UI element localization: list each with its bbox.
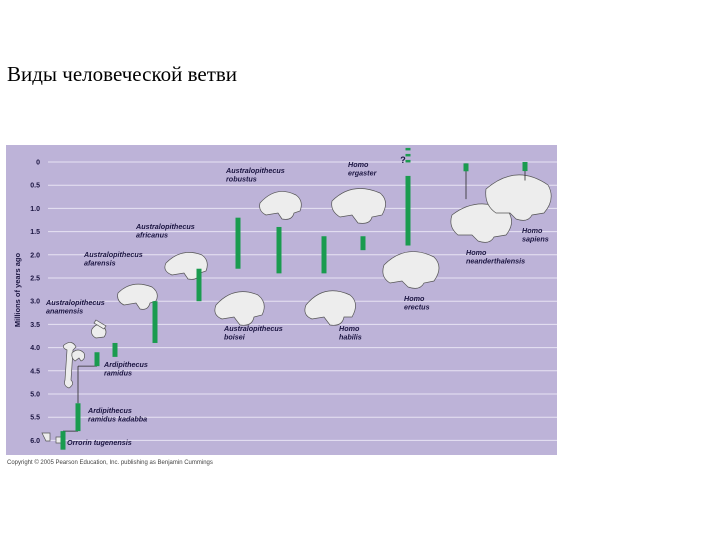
hominin-timeline-figure: 0 0.5 1.0 1.5 2.0 2.5 3.0 3.5 4.0 4.5 5.0 5.5 6.0 Mi…	[6, 145, 557, 455]
species-bars	[60, 147, 528, 450]
species-label: Australopithecus afarensis	[83, 250, 143, 268]
y-tick-label: 3.0	[30, 299, 40, 306]
species-label-line2: afarensis	[84, 259, 116, 268]
skull-sapiens-icon	[485, 174, 552, 221]
gridlines	[48, 161, 557, 441]
copyright-footer: Copyright © 2005 Pearson Education, Inc.…	[7, 460, 213, 466]
species-label-line2: ramidus	[104, 369, 132, 378]
species-label-line2: sapiens	[522, 235, 549, 244]
species-label-line1: Australopithecus	[225, 166, 285, 175]
y-tick-labels: 0 0.5 1.0 1.5 2.0 2.5 3.0 3.5 4.0 4.5 5.0 5.5 6.0	[30, 160, 40, 445]
species-label: Homo neanderthalensis	[466, 248, 525, 266]
y-tick-label: 0	[36, 160, 40, 167]
species-bar	[60, 431, 66, 450]
species-bar	[360, 236, 366, 251]
species-label: Australopithecus boisei	[223, 324, 283, 342]
slide-title: Виды человеческой ветви	[7, 62, 238, 86]
species-label-line2: ergaster	[348, 169, 378, 178]
y-tick-label: 1.0	[30, 206, 40, 213]
y-tick-label: 4.5	[30, 368, 40, 375]
skull-robustus-icon	[259, 191, 302, 220]
skull-anamensis-icon	[91, 319, 107, 339]
species-label: Australopithecus robustus	[225, 166, 285, 184]
species-label-line2: anamensis	[46, 307, 83, 316]
species-label-line1: Homo	[404, 294, 425, 303]
species-label-line2: robustus	[226, 175, 257, 184]
y-axis-label: Millions of years ago	[13, 252, 22, 327]
skull-habilis-icon	[304, 290, 356, 326]
species-bar	[94, 352, 100, 367]
uncertain-origin-marker: ?	[400, 155, 406, 165]
skull-erectus-icon	[382, 251, 440, 289]
species-label-line1: Ardipithecus	[87, 406, 132, 415]
species-label-line2: erectus	[404, 303, 430, 312]
skull-afarensis-icon	[117, 283, 158, 310]
species-label: Ardipithecus ramidus kadabba	[87, 406, 147, 424]
species-label-line1: Homo	[522, 226, 543, 235]
species-label: Ardipithecus ramidus	[103, 360, 148, 378]
species-label: Australopithecus africanus	[135, 222, 195, 240]
species-bar	[75, 403, 81, 432]
species-label-line1: Australopithecus	[135, 222, 195, 231]
species-label: Homo sapiens	[522, 226, 549, 244]
y-tick-label: 5.0	[30, 392, 40, 399]
y-tick-label: 4.0	[30, 345, 40, 352]
species-label-line1: Homo	[466, 248, 487, 257]
species-bar	[405, 175, 411, 246]
skull-ergaster-icon	[331, 188, 386, 224]
femur-ardipithecus-kadabba-icon	[63, 342, 77, 389]
skull-boisei-icon	[214, 291, 265, 326]
species-label-line2: neanderthalensis	[466, 257, 525, 266]
species-label-line2: africanus	[136, 231, 168, 240]
y-tick-label: 6.0	[30, 438, 40, 445]
species-label-line1: Australopithecus	[45, 298, 105, 307]
species-label: Homo erectus	[404, 294, 430, 312]
species-label-line1: Ardipithecus	[103, 360, 148, 369]
species-bar	[235, 217, 241, 269]
species-bar	[522, 162, 528, 172]
species-label-line1: Orrorin tugenensis	[67, 438, 132, 447]
species-bar	[276, 226, 282, 274]
species-bar-uncertain-dash	[405, 153, 411, 157]
y-tick-label: 0.5	[30, 183, 40, 190]
skull-ardipithecus-ramidus-icon	[71, 349, 85, 362]
species-label-line2: ramidus kadabba	[88, 415, 147, 424]
species-bar	[463, 163, 469, 172]
species-bar-uncertain-dash	[405, 147, 411, 151]
species-label: Homo ergaster	[348, 160, 378, 178]
hominin-timeline-chart: 0 0.5 1.0 1.5 2.0 2.5 3.0 3.5 4.0 4.5 5.0 5.5 6.0 Mi…	[6, 145, 557, 455]
species-label: Australopithecus anamensis	[45, 298, 105, 316]
species-bar	[196, 268, 202, 302]
species-label-line2: habilis	[339, 333, 362, 342]
y-tick-label: 3.5	[30, 322, 40, 329]
species-label: Homo habilis	[339, 324, 362, 342]
species-label-line1: Homo	[348, 160, 369, 169]
species-label: Orrorin tugenensis	[67, 438, 132, 447]
species-label-line2: boisei	[224, 333, 246, 342]
y-tick-label: 2.0	[30, 252, 40, 259]
species-label-line1: Australopithecus	[223, 324, 283, 333]
y-tick-label: 2.5	[30, 276, 40, 283]
y-tick-label: 1.5	[30, 229, 40, 236]
skull-illustrations	[41, 174, 552, 444]
species-bar	[152, 301, 158, 343]
species-label-line1: Australopithecus	[83, 250, 143, 259]
species-bar-uncertain-dash	[405, 159, 411, 163]
species-bar	[321, 236, 327, 274]
species-bar	[112, 342, 118, 357]
species-label-line1: Homo	[339, 324, 360, 333]
y-tick-label: 5.5	[30, 415, 40, 422]
